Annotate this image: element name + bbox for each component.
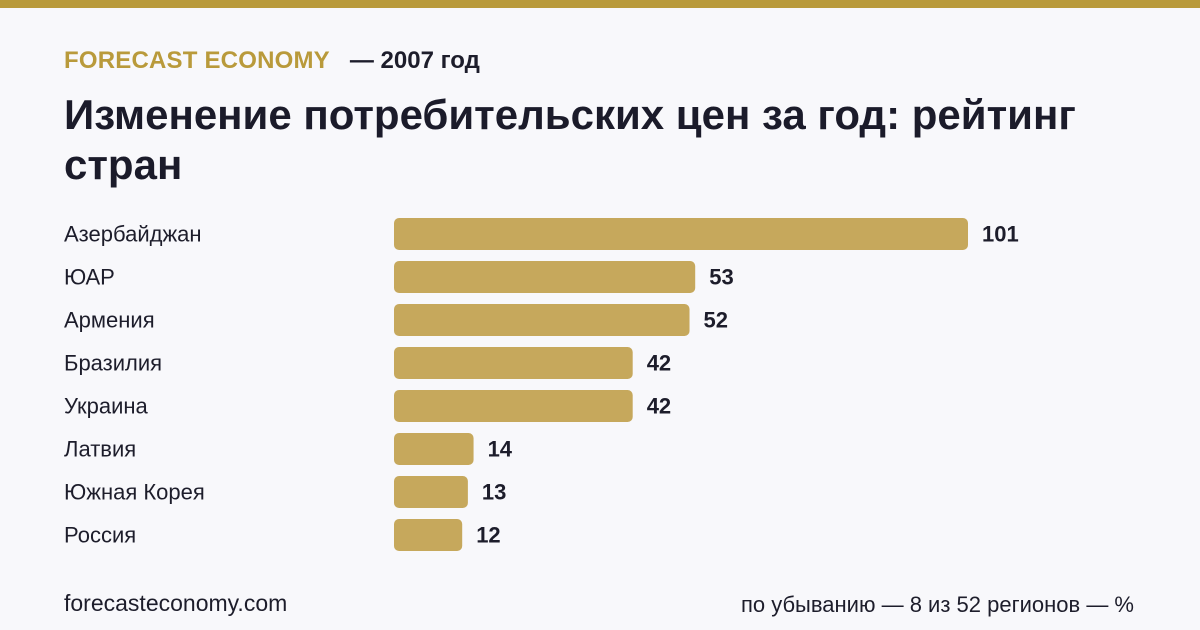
value-label: 42 [647, 351, 671, 376]
value-label: 12 [476, 523, 500, 548]
category-label: Азербайджан [64, 222, 202, 247]
value-label: 53 [709, 265, 733, 290]
category-label: ЮАР [64, 265, 115, 290]
category-label: Армения [64, 308, 155, 333]
category-label: Южная Корея [64, 480, 205, 505]
chart-title: Изменение потребительских цен за год: ре… [64, 91, 1076, 188]
value-label: 42 [647, 394, 671, 419]
category-label: Бразилия [64, 351, 162, 376]
value-label: 13 [482, 480, 506, 505]
bar [394, 476, 468, 508]
bar [394, 347, 633, 379]
footer-site: forecasteconomy.com [64, 590, 288, 616]
bar-chart: Азербайджан 101 ЮАР 53 Армения 52 Бразилия 42 Ук… [64, 218, 1019, 551]
value-label: 14 [488, 437, 513, 462]
subtitle-year: — 2007 год [349, 47, 480, 74]
category-label: Латвия [64, 437, 136, 462]
top-accent-bar [0, 0, 1200, 8]
bar [394, 390, 633, 422]
value-label: 101 [982, 222, 1019, 247]
category-label: Россия [64, 523, 136, 548]
header: FORECAST ECONOMY — 2007 год [64, 44, 480, 78]
bar [394, 261, 696, 293]
bar [394, 304, 690, 336]
bar [394, 433, 474, 465]
bar [394, 218, 968, 250]
footer-note: по убыванию — 8 из 52 регионов — % [740, 592, 1134, 617]
brand-name: FORECAST ECONOMY [64, 47, 330, 74]
bar [394, 519, 463, 551]
category-label: Украина [64, 394, 149, 419]
value-label: 52 [704, 308, 728, 333]
